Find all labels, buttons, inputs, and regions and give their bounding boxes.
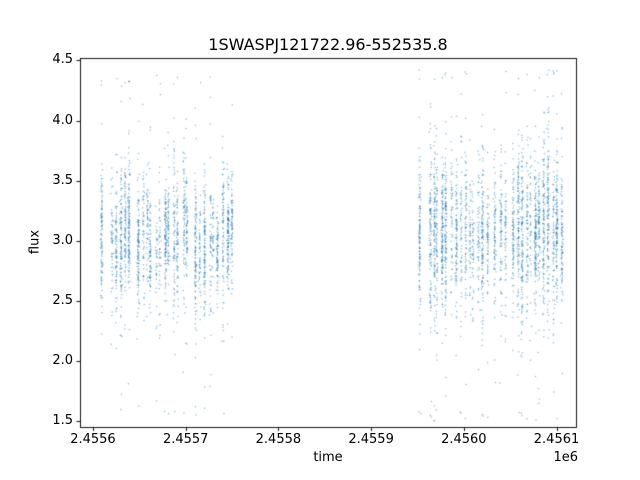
x-tick-label: 2.4560 [441, 432, 487, 447]
x-tick-label: 2.4561 [533, 432, 580, 447]
y-axis-label: flux [27, 229, 43, 255]
y-tick-label: 4.5 [52, 52, 73, 68]
y-tick-label: 2.5 [52, 292, 73, 308]
y-tick-label: 3.0 [52, 232, 73, 248]
x-tick-label: 2.4557 [162, 432, 209, 447]
y-tick-label: 4.0 [52, 112, 73, 128]
x-tick-label: 2.4556 [70, 432, 116, 447]
y-tick-label: 1.5 [52, 412, 73, 428]
y-tick-label: 3.5 [52, 172, 73, 188]
x-axis-offset-label: 1e6 [553, 450, 578, 465]
y-tick-label: 2.0 [52, 352, 73, 368]
x-tick-label: 2.4558 [255, 432, 302, 447]
chart-title: 1SWASPJ121722.96-552535.8 [208, 35, 448, 54]
x-tick-label: 2.4559 [348, 432, 394, 447]
x-axis-label: time [313, 450, 343, 465]
